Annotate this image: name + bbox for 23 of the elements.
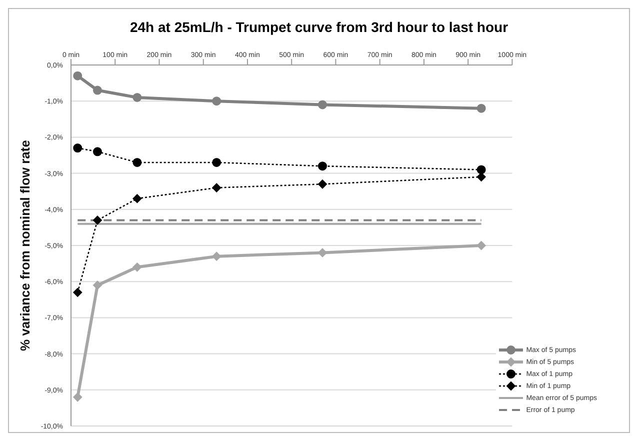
- point: [73, 144, 82, 153]
- chart-title: 24h at 25mL/h - Trumpet curve from 3rd hour to last hour: [128, 19, 510, 37]
- point: [476, 241, 486, 250]
- point: [73, 71, 82, 80]
- point: [92, 86, 102, 95]
- y-axis-title: % variance from nominal flow rate: [18, 140, 33, 351]
- point: [132, 92, 142, 102]
- point: [476, 104, 486, 113]
- point: [73, 392, 82, 402]
- point: [476, 165, 486, 174]
- point: [92, 147, 102, 156]
- point: [212, 183, 222, 192]
- point: [318, 180, 327, 189]
- point: [212, 158, 222, 167]
- point: [132, 262, 142, 272]
- point: [132, 194, 142, 204]
- point: [318, 100, 327, 110]
- point: [212, 96, 222, 106]
- point: [132, 158, 142, 167]
- point: [318, 162, 327, 171]
- point: [73, 288, 82, 297]
- point: [92, 216, 102, 225]
- point: [92, 280, 102, 290]
